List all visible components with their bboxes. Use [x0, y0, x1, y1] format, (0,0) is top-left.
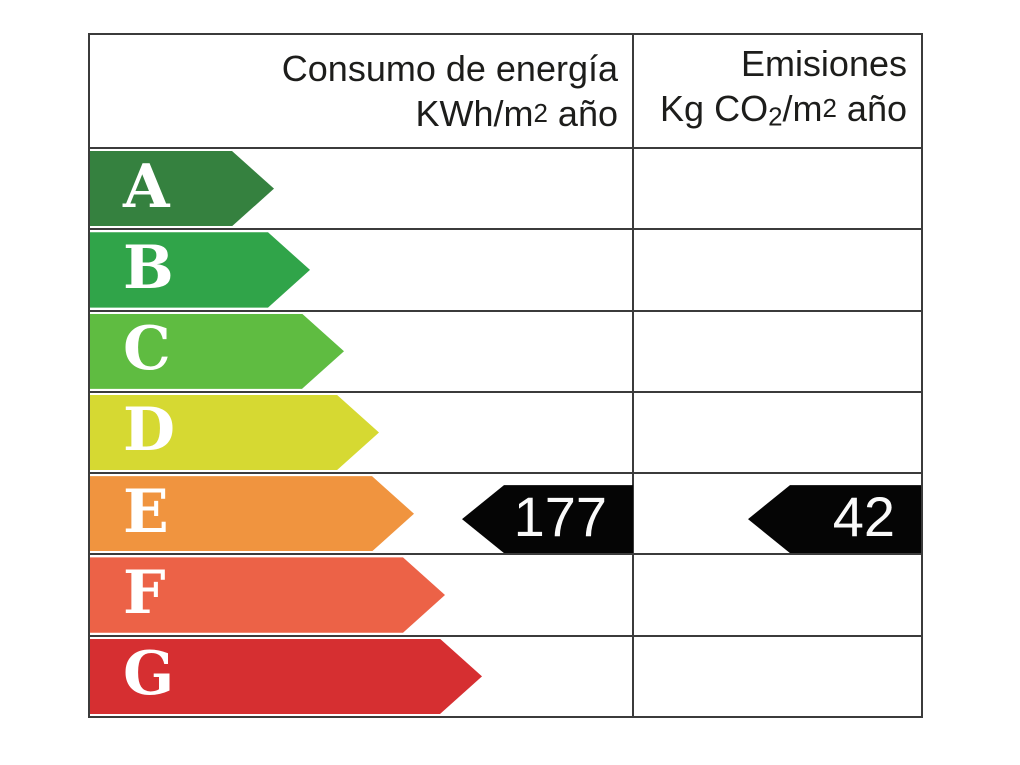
- grade-arrow-f: F: [90, 557, 445, 632]
- consumption-header-line1: Consumo de energía: [281, 47, 618, 89]
- consumption-value: 177: [513, 485, 607, 549]
- grade-row-d: D: [90, 393, 921, 475]
- emissions-value-arrow: 42: [748, 485, 921, 554]
- consumption-value-arrow: 177: [462, 485, 633, 554]
- consumption-header-line2: KWh/m2 año: [415, 92, 618, 134]
- column-divider-line: [632, 35, 634, 716]
- grade-row-b: B: [90, 230, 921, 312]
- emissions-value: 42: [832, 485, 895, 549]
- grade-row-c: C: [90, 312, 921, 393]
- grade-arrow-a: A: [90, 151, 274, 226]
- emissions-header-line1: Emisiones: [740, 43, 907, 85]
- grade-letter-a: A: [123, 151, 170, 222]
- emissions-column-header: Emisiones Kg CO2/m2 año: [634, 35, 921, 147]
- table-header: Consumo de energía KWh/m2 año Emisiones …: [90, 35, 921, 149]
- grade-arrow-d: D: [90, 395, 379, 470]
- grade-letter-f: F: [123, 558, 166, 629]
- consumption-column-header: Consumo de energía KWh/m2 año: [90, 35, 634, 147]
- grade-letter-d: D: [123, 395, 176, 466]
- grade-row-a: A: [90, 149, 921, 231]
- grade-row-g: G: [90, 637, 921, 716]
- grade-arrow-b: B: [90, 232, 310, 307]
- grade-arrow-c: C: [90, 314, 344, 389]
- grade-row-e: E 177 42: [90, 474, 921, 556]
- grade-letter-b: B: [123, 232, 174, 303]
- energy-rating-table: Consumo de energía KWh/m2 año Emisiones …: [88, 33, 923, 718]
- grade-row-f: F: [90, 555, 921, 637]
- grade-letter-e: E: [123, 476, 169, 547]
- grade-letter-c: C: [123, 314, 171, 385]
- grade-arrow-e: E: [90, 476, 414, 551]
- emissions-header-line2: Kg CO2/m2 año: [660, 88, 907, 132]
- grade-letter-g: G: [123, 639, 175, 710]
- grade-arrow-g: G: [90, 639, 482, 714]
